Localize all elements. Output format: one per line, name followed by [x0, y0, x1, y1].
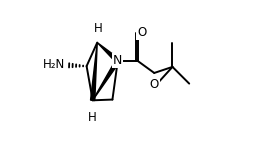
Text: N: N	[113, 54, 122, 67]
Text: H: H	[94, 22, 102, 35]
Polygon shape	[97, 43, 119, 63]
Text: H: H	[88, 111, 96, 124]
Polygon shape	[91, 43, 97, 100]
Text: O: O	[150, 78, 159, 91]
Polygon shape	[93, 60, 120, 100]
Text: H₂N: H₂N	[43, 58, 65, 71]
Text: O: O	[137, 26, 146, 39]
